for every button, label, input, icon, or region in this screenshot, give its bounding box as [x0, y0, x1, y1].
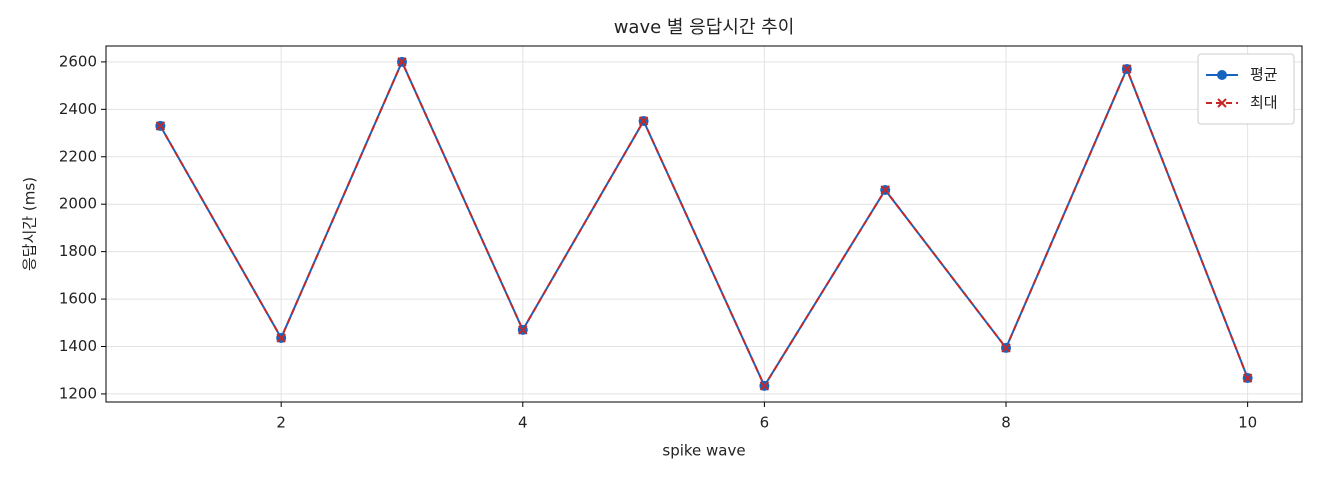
x-tick-label: 10 — [1238, 414, 1257, 432]
marker — [759, 381, 770, 391]
y-tick-label: 1600 — [59, 290, 97, 308]
legend-marker — [1217, 70, 1227, 80]
y-tick-label: 2200 — [59, 147, 97, 165]
marker — [1242, 373, 1253, 383]
legend-label: 최대 — [1250, 94, 1278, 112]
marker — [518, 325, 528, 335]
x-tick-label: 8 — [1001, 414, 1011, 432]
y-tick-label: 1200 — [59, 384, 97, 402]
marker — [638, 116, 649, 126]
y-axis-label: 응답시간 (ms) — [21, 177, 39, 271]
x-axis-label: spike wave — [662, 442, 745, 460]
marker — [155, 121, 166, 131]
x-tick-label: 6 — [760, 414, 770, 432]
x-tick-label: 2 — [276, 414, 286, 432]
plot-frame — [105, 45, 1303, 403]
series-line — [159, 59, 1249, 388]
series-line — [159, 59, 1249, 388]
y-tick-label: 1800 — [59, 242, 97, 260]
marker — [1001, 343, 1011, 353]
marker — [880, 185, 890, 195]
y-tick-label: 2600 — [59, 52, 97, 70]
marker — [397, 57, 407, 67]
y-tick-label: 1400 — [59, 337, 97, 355]
x-tick-label: 4 — [518, 414, 528, 432]
legend-marker — [1217, 98, 1227, 108]
marker — [276, 333, 286, 343]
y-tick-label: 2000 — [59, 195, 97, 213]
legend-box — [1197, 53, 1295, 125]
chart-title: wave 별 응답시간 추이 — [614, 17, 795, 38]
y-tick-label: 2400 — [59, 100, 97, 118]
marker — [1122, 64, 1132, 74]
legend-label: 평균 — [1250, 66, 1278, 84]
